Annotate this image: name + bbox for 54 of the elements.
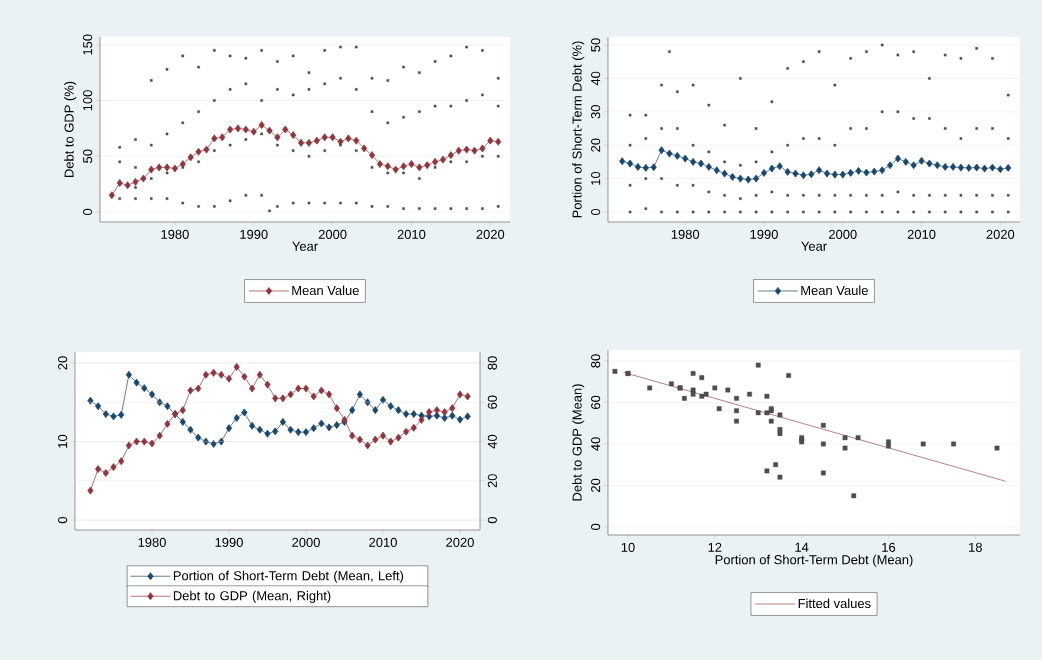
y-tick-label: 150 — [83, 34, 93, 55]
y-tick-label: 100 — [83, 90, 93, 111]
x-tick-label: 2000 — [318, 229, 347, 239]
x-axis-title: Year — [801, 241, 827, 251]
x-axis-title: Portion of Short-Term Debt (Mean) — [715, 554, 913, 567]
legend-label: Mean Vaule — [801, 285, 868, 296]
legend-label: Mean Value — [292, 285, 359, 296]
x-tick-label: 14 — [795, 542, 809, 552]
y-tick-label: 20 — [591, 478, 601, 492]
y2-tick-label: 40 — [487, 434, 497, 449]
x-tick-label: 2010 — [907, 229, 936, 239]
y-axis-title: Debt to GDP (%) — [64, 81, 77, 178]
x-axis-title: Year — [292, 241, 318, 251]
x-tick-label: 1980 — [138, 537, 166, 547]
y-tick-label: 0 — [83, 208, 93, 216]
x-tick-label: 1990 — [240, 229, 268, 239]
y2-tick-label: 80 — [487, 356, 497, 370]
x-tick-label: 2020 — [476, 229, 505, 239]
x-tick-label: 2010 — [369, 537, 397, 547]
legend-label: Portion of Short-Term Debt (Mean, Left) — [173, 570, 404, 583]
x-tick-label: 1980 — [161, 229, 189, 239]
x-tick-label: 12 — [708, 542, 722, 552]
y-tick-label: 40 — [591, 71, 601, 86]
x-tick-label: 18 — [969, 542, 982, 552]
x-tick-label: 10 — [621, 542, 635, 552]
y-tick-label: 20 — [591, 138, 601, 152]
y-tick-label: 80 — [591, 354, 601, 368]
y-tick-label: 60 — [591, 395, 601, 410]
x-tick-label: 1990 — [750, 229, 778, 239]
legend-label: Debt to GDP (Mean, Right) — [173, 590, 331, 603]
y-tick-label: 20 — [58, 356, 68, 370]
y-tick-label: 0 — [591, 208, 601, 216]
x-tick-label: 2020 — [446, 537, 474, 547]
x-tick-label: 1980 — [671, 229, 700, 239]
y-tick-label: 0 — [591, 523, 601, 531]
x-tick-label: 1990 — [215, 537, 243, 547]
x-tick-label: 16 — [882, 542, 896, 552]
x-tick-label: 2020 — [986, 229, 1015, 239]
y-tick-label: 40 — [591, 437, 601, 451]
x-tick-label: 2000 — [292, 537, 320, 547]
x-tick-label: 2000 — [829, 229, 857, 239]
y-tick-label: 50 — [591, 38, 601, 52]
legend-label: Fitted values — [798, 598, 871, 609]
y-tick-label: 30 — [591, 105, 601, 119]
y2-tick-label: 60 — [487, 395, 497, 409]
y-tick-label: 10 — [58, 434, 68, 448]
y-axis-title: Portion of Short-Term Debt (%) — [572, 41, 585, 218]
y2-tick-label: 20 — [487, 474, 497, 488]
y-tick-label: 50 — [83, 149, 93, 163]
y-axis-title: Debt to GDP (Mean) — [572, 384, 585, 501]
y-tick-label: 0 — [58, 517, 68, 524]
y-tick-label: 10 — [591, 171, 601, 185]
x-tick-label: 2010 — [397, 229, 426, 239]
y2-tick-label: 0 — [487, 517, 497, 524]
